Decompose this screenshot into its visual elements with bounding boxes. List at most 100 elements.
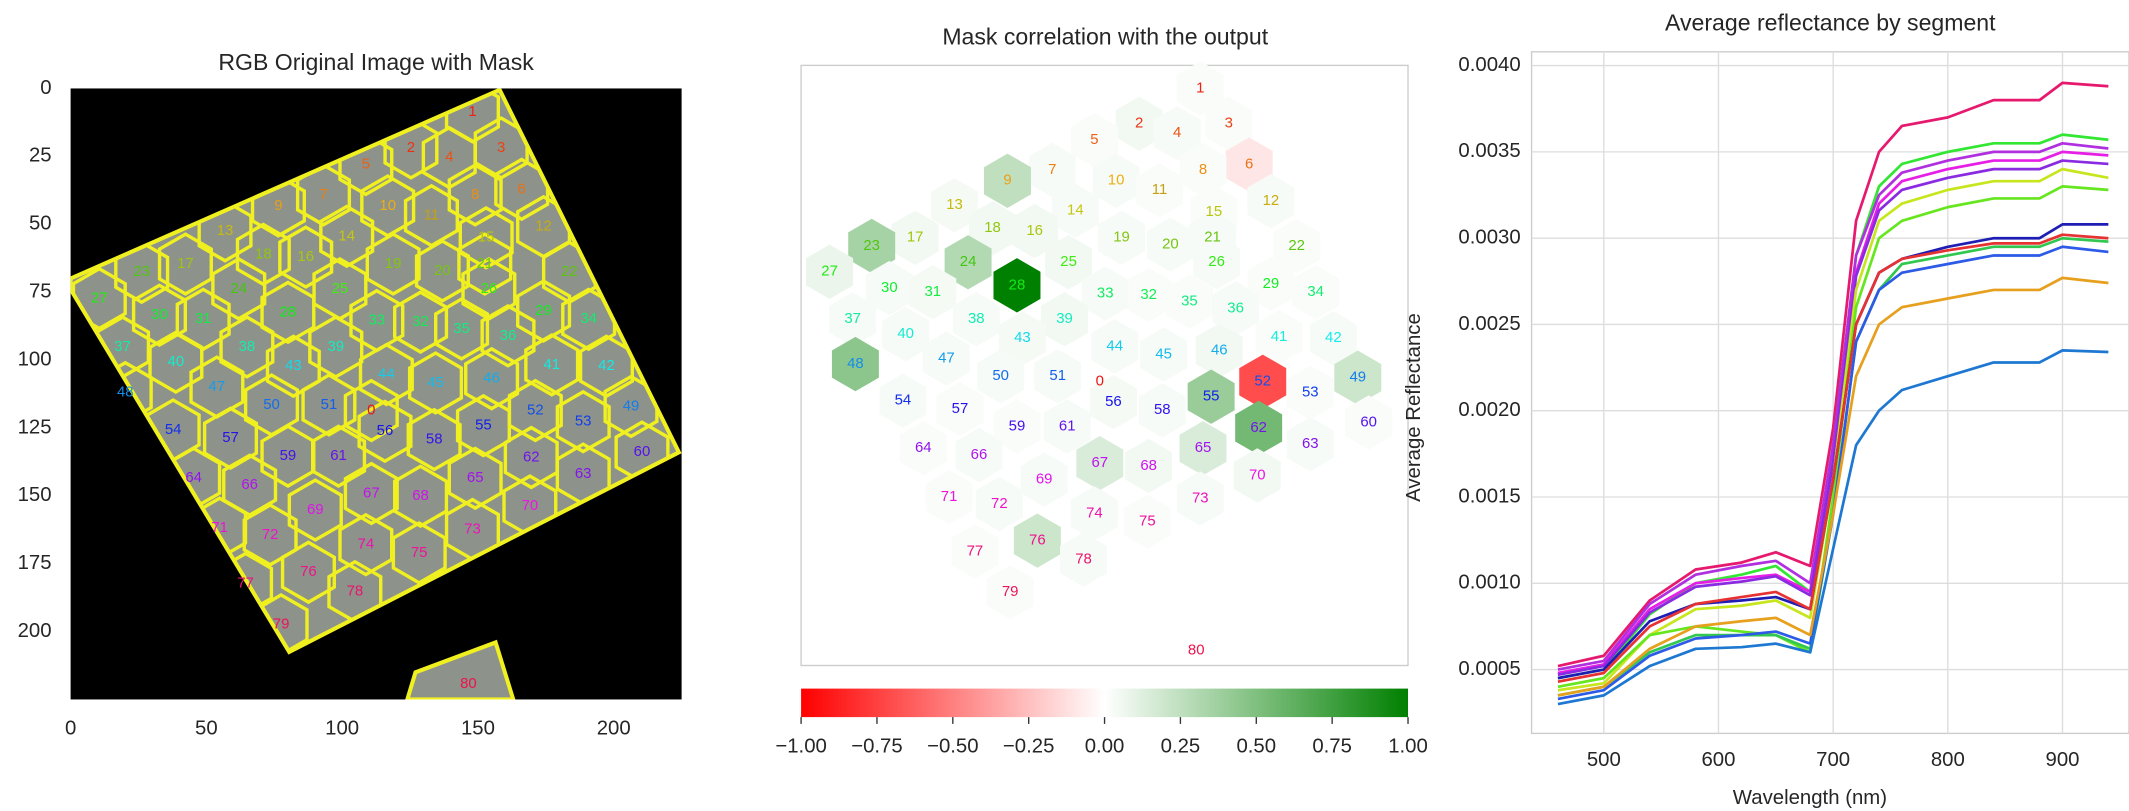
segment-label: 19 <box>385 255 402 272</box>
colorbar-tick-label: 1.00 <box>1388 735 1428 757</box>
segment-label: 20 <box>1162 236 1179 253</box>
segment-label: 63 <box>575 465 592 482</box>
segment-label: 35 <box>1181 293 1198 310</box>
segment-label: 1 <box>1196 79 1204 96</box>
segment-label: 41 <box>543 356 560 373</box>
segment-label: 62 <box>523 448 540 465</box>
segment-label: 41 <box>1271 328 1288 345</box>
segment-label: 72 <box>262 526 279 543</box>
segment-label: 57 <box>222 429 239 446</box>
segment-label: 10 <box>1108 172 1125 189</box>
segment-label: 29 <box>535 302 552 319</box>
plot-area <box>1532 52 2129 734</box>
x-tick-label: 150 <box>461 718 495 740</box>
segment-label: 14 <box>338 227 355 244</box>
segment-label: 79 <box>273 616 290 633</box>
x-tick-label: 900 <box>2046 749 2080 771</box>
segment-label: 42 <box>1325 329 1342 346</box>
segment-label: 72 <box>991 495 1008 512</box>
segment-label: 23 <box>133 263 150 280</box>
segment-label: 42 <box>598 357 615 374</box>
segment-label: 77 <box>967 542 984 559</box>
segment-label: 53 <box>1302 384 1319 401</box>
segment-label: 45 <box>427 374 444 391</box>
segment-label: 37 <box>844 310 861 327</box>
y-tick-label: 175 <box>18 552 52 574</box>
segment-label: 80 <box>460 675 477 692</box>
segment-label: 46 <box>483 370 500 387</box>
segment-label: 73 <box>1192 489 1209 506</box>
segment-label: 58 <box>426 431 443 448</box>
segment-label: 28 <box>1009 276 1026 293</box>
segment-label: 13 <box>946 196 963 213</box>
segment-label: 6 <box>1245 155 1253 172</box>
segment-label: 17 <box>907 229 924 246</box>
segment-label: 33 <box>368 312 385 329</box>
segment-label: 0 <box>1096 373 1104 390</box>
y-tick-label: 0.0020 <box>1458 399 1520 421</box>
y-axis-label: Average Reflectance <box>1403 313 1425 502</box>
segment-label: 55 <box>1203 388 1220 405</box>
segment-label: 73 <box>464 520 481 537</box>
segment-label: 21 <box>1204 229 1221 246</box>
segment-label: 27 <box>91 290 108 307</box>
segment-label: 46 <box>1211 341 1228 358</box>
segment-label: 64 <box>185 469 202 486</box>
segment-label: 52 <box>527 401 544 418</box>
y-tick-label: 150 <box>18 484 52 506</box>
segment-label: 65 <box>1195 439 1212 456</box>
segment-label: 69 <box>1036 470 1053 487</box>
y-tick-label: 0.0030 <box>1458 227 1520 249</box>
y-tick-label: 0.0010 <box>1458 572 1520 594</box>
segment-label: 32 <box>1140 286 1157 303</box>
segment-label: 15 <box>1206 203 1223 220</box>
segment-label: 12 <box>1263 192 1280 209</box>
segment-label: 74 <box>1086 504 1103 521</box>
colorbar-tick-label: −1.00 <box>775 735 827 757</box>
segment-label: 1 <box>468 103 476 120</box>
segment-label: 61 <box>330 447 347 464</box>
segment-label: 2 <box>407 139 415 156</box>
segment-label: 77 <box>237 574 254 591</box>
segment-label: 80 <box>1188 642 1205 659</box>
segment-label: 58 <box>1154 401 1171 418</box>
segment-label: 43 <box>285 357 302 374</box>
segment-label: 9 <box>274 197 282 214</box>
segment-label: 61 <box>1059 417 1076 434</box>
segment-label: 33 <box>1097 284 1114 301</box>
segment-label: 21 <box>476 255 493 272</box>
segment-label: 24 <box>230 280 247 297</box>
x-tick-label: 700 <box>1816 749 1850 771</box>
segment-label: 12 <box>535 218 552 235</box>
segment-label: 16 <box>297 248 314 265</box>
colorbar <box>801 689 1408 718</box>
figure: RGB Original Image with Mask Mask correl… <box>0 0 2129 811</box>
segment-label: 44 <box>1106 337 1123 354</box>
colorbar-tick-label: 0.25 <box>1161 735 1201 757</box>
segment-label: 17 <box>177 255 194 272</box>
segment-label: 52 <box>1254 373 1271 390</box>
segment-label: 54 <box>165 421 182 438</box>
segment-label: 71 <box>941 488 958 505</box>
y-tick-label: 25 <box>29 145 52 167</box>
segment-label: 49 <box>623 397 640 414</box>
y-tick-label: 50 <box>29 213 52 235</box>
segment-label: 49 <box>1349 369 1366 386</box>
colorbar-tick-label: 0.00 <box>1085 735 1125 757</box>
segment-label: 76 <box>300 563 317 580</box>
segment-label: 60 <box>1360 413 1377 430</box>
segment-label: 55 <box>475 417 492 434</box>
segment-label: 0 <box>367 401 375 418</box>
segment-label: 47 <box>209 378 226 395</box>
x-tick-label: 200 <box>597 718 631 740</box>
segment-label: 30 <box>881 279 898 296</box>
segment-label: 22 <box>1288 237 1305 254</box>
colorbar-tick-label: −0.75 <box>851 735 903 757</box>
colorbar-tick-label: 0.75 <box>1312 735 1352 757</box>
segment-label: 60 <box>634 443 651 460</box>
segment-label: 37 <box>114 338 131 355</box>
segment-label: 56 <box>1105 393 1122 410</box>
segment-label: 18 <box>255 245 272 262</box>
colorbar-tick-label: 0.50 <box>1236 735 1276 757</box>
segment-label: 70 <box>1249 466 1266 483</box>
